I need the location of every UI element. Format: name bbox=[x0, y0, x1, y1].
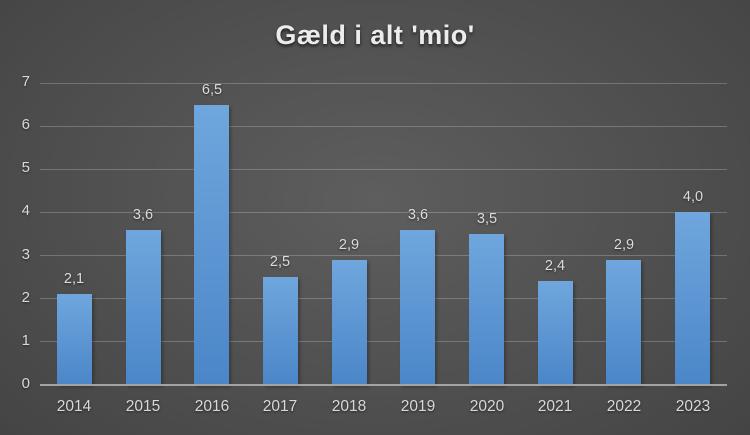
y-tick-label: 4 bbox=[21, 202, 30, 220]
bar bbox=[332, 260, 367, 385]
bar-value-label: 4,0 bbox=[682, 189, 704, 205]
gridline bbox=[40, 211, 727, 213]
x-tick-label: 2022 bbox=[606, 398, 642, 415]
chart-title: Gæld i alt 'mio' bbox=[275, 20, 475, 50]
gridline bbox=[40, 125, 727, 127]
y-tick-label: 1 bbox=[21, 331, 30, 349]
bar-value-label: 2,9 bbox=[338, 237, 360, 253]
x-tick-label: 2023 bbox=[675, 398, 711, 415]
y-tick-label: 3 bbox=[21, 245, 30, 263]
x-tick-label: 2021 bbox=[537, 398, 573, 415]
bar-value-label: 3,6 bbox=[407, 207, 429, 223]
y-tick-label: 7 bbox=[21, 73, 30, 90]
y-tick-label: 0 bbox=[21, 375, 30, 392]
bar-value-label: 2,4 bbox=[544, 258, 566, 274]
bar bbox=[675, 212, 710, 385]
bar-value-label: 2,9 bbox=[613, 237, 635, 253]
bar bbox=[606, 260, 641, 385]
bar bbox=[126, 230, 161, 385]
x-axis-line bbox=[40, 384, 727, 386]
bar bbox=[469, 234, 504, 385]
bar-value-label: 3,6 bbox=[132, 207, 154, 223]
gridline bbox=[40, 298, 727, 300]
y-tick-label: 2 bbox=[21, 288, 30, 306]
gridline bbox=[40, 255, 727, 257]
bar bbox=[263, 277, 298, 385]
bar bbox=[194, 105, 229, 385]
x-tick-label: 2016 bbox=[194, 398, 230, 415]
y-tick-label: 6 bbox=[21, 116, 30, 134]
x-tick-label: 2014 bbox=[56, 398, 92, 415]
gridline bbox=[40, 341, 727, 343]
bar-value-label: 2,5 bbox=[269, 254, 291, 270]
bar-value-label: 6,5 bbox=[201, 82, 223, 98]
gridline bbox=[40, 82, 727, 84]
y-tick-label: 5 bbox=[21, 159, 30, 177]
bar-value-label: 2,1 bbox=[63, 271, 85, 287]
x-tick-label: 2018 bbox=[331, 398, 367, 415]
x-tick-label: 2019 bbox=[400, 398, 436, 415]
x-tick-label: 2015 bbox=[125, 398, 161, 415]
x-tick-label: 2017 bbox=[262, 398, 298, 415]
bar bbox=[400, 230, 435, 385]
x-tick-label: 2020 bbox=[469, 398, 505, 415]
bar bbox=[57, 294, 92, 385]
gridline bbox=[40, 168, 727, 170]
bar-value-label: 3,5 bbox=[476, 211, 498, 227]
bar bbox=[538, 281, 573, 385]
